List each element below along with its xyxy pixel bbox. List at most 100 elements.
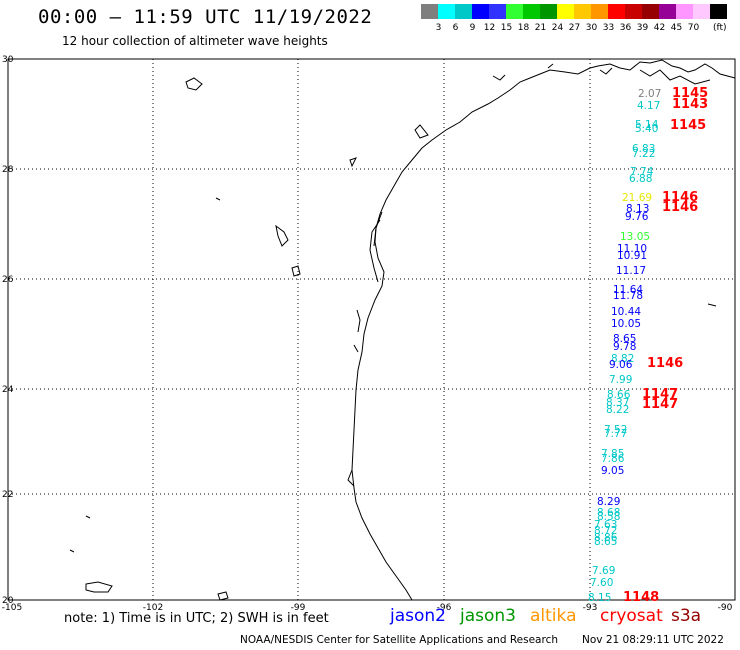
longitude-tick-label: -90 [718,603,733,613]
pass-id-label: 1147 [642,387,678,402]
colorbar-swatch [421,4,438,19]
latitude-tick-label: 22 [2,490,13,500]
colorbar-swatch [693,4,710,19]
colorbar-label: 36 [619,23,632,33]
wave-height-value: 6.88 [629,173,652,185]
colorbar-swatch [642,4,659,19]
colorbar-swatch [523,4,540,19]
wave-height-value: 7.69 [592,565,615,577]
pass-id-label: 1145 [670,118,706,133]
wave-height-value: 5.14 [635,119,659,131]
latitude-tick-label: 24 [2,385,14,395]
legend-jason3: jason3 [460,606,516,626]
longitude-tick-label: -99 [291,603,306,613]
colorbar-swatch [625,4,642,19]
wave-height-value: 8.65 [613,333,636,345]
wave-height-value: 7.85 [601,448,624,460]
footer-note: note: 1) Time is in UTC; 2) SWH is in fe… [64,611,329,626]
colorbar-label: 30 [585,23,598,33]
wave-height-value: 8.72 [594,525,617,537]
wave-height-value: 7.86 [601,453,625,465]
wave-height-value: 21.69 [622,192,652,204]
wave-height-observations: 2.074.175.145.406.837.227.746.8821.698.1… [588,88,661,604]
wave-height-value: 10.91 [617,250,647,262]
wave-height-value: 9.78 [613,341,636,353]
wave-height-value: 11.17 [616,265,646,277]
pass-id-label: 1148 [623,590,659,605]
colorbar-label: 3 [435,23,442,33]
wave-height-value: 8.82 [611,353,634,365]
colorbar-swatch [506,4,523,19]
colorbar-swatch [710,4,727,19]
wave-height-value: 4.17 [637,100,660,112]
colorbar-label: 45 [670,23,683,33]
map-frame [7,58,736,601]
latitude-tick-label: 26 [2,275,14,285]
colorbar-label: 39 [636,23,649,33]
colorbar-swatch [540,4,557,19]
wave-height-value: 7.60 [590,577,613,589]
colorbar-label: 70 [687,23,700,33]
legend-s3a: s3a [671,606,702,626]
colorbar-swatch [455,4,472,19]
coastline [69,59,736,601]
colorbar-swatch [557,4,574,19]
latitude-tick-label: 30 [2,55,14,65]
longitude-tick-label: -102 [143,603,163,613]
colorbar-label: 33 [602,23,615,33]
colorbar-swatch [591,4,608,19]
wave-height-value: 9.05 [601,465,624,477]
wave-height-value: 7.22 [632,148,655,160]
colorbar-label: 27 [568,23,581,33]
wave-height-value: 8.86 [594,532,618,544]
wave-height-value: 7.74 [630,166,654,178]
wave-height-value: 8.22 [606,404,629,416]
wave-height-value: 7.77 [604,428,627,440]
wave-height-value: 8.65 [594,536,617,548]
longitude-tick-label: -105 [2,603,22,613]
wave-height-value: 9.76 [625,211,649,223]
colorbar-label: 15 [500,23,513,33]
wave-height-value: 7.63 [594,519,617,531]
pass-id-label: 1146 [647,356,683,371]
colorbar-label: 6 [452,23,459,33]
wave-height-value: 2.07 [638,88,661,100]
longitude-tick-label: -93 [583,603,598,613]
colorbar-label: 24 [551,23,564,33]
pass-id-label: 1143 [672,97,708,112]
wave-height-value: 10.44 [611,306,641,318]
pass-id-label: 1146 [662,200,698,215]
chart-title: 00:00 – 11:59 UTC 11/19/2022 [38,6,373,28]
colorbar-label: 12 [483,23,496,33]
colorbar-swatch [472,4,489,19]
wave-height-value: 11.78 [613,290,643,302]
colorbar-label: 18 [517,23,530,33]
wave-height-value: 5.40 [635,123,658,135]
latitude-tick-label: 20 [2,596,14,606]
wave-height-value: 8.15 [588,592,611,604]
colorbar-swatch [659,4,676,19]
colorbar-label: 21 [534,23,547,33]
wave-height-value: 11.10 [617,243,647,255]
pass-id-label: 1147 [642,397,678,412]
wave-height-value: 11.64 [613,284,643,296]
wave-height-value: 8.37 [606,397,629,409]
wave-height-value: 8.66 [607,389,631,401]
wave-height-value: 8.13 [626,203,649,215]
wave-height-value: 7.99 [609,374,632,386]
wave-height-value: 8.58 [597,511,620,523]
chart-subtitle: 12 hour collection of altimeter wave hei… [62,34,328,48]
colorbar-unit: (ft) [713,23,727,33]
colorbar-swatch [608,4,625,19]
credit-line: NOAA/NESDIS Center for Satellite Applica… [240,634,558,646]
pass-id-label: 1146 [662,190,698,205]
wave-height-value: 6.83 [632,143,655,155]
legend-cryosat: cryosat [600,606,663,626]
colorbar-swatch [574,4,591,19]
colorbar-label: 9 [469,23,476,33]
colorbar-swatch [438,4,455,19]
wave-height-value: 7.52 [604,424,627,436]
wave-height-value: 8.29 [597,496,620,508]
